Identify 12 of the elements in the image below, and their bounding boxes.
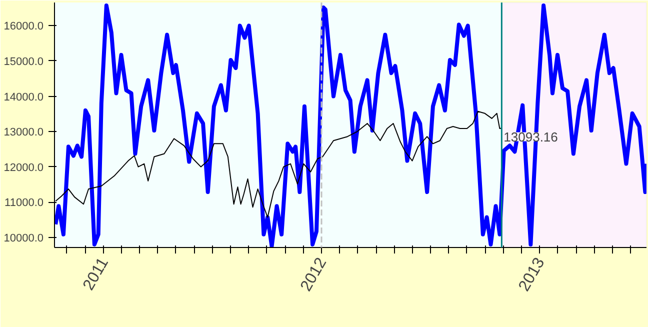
y-tick-label: 10000.0	[4, 232, 44, 244]
x-tick-label: 2012	[298, 254, 330, 294]
y-tick-label: 16000.0	[4, 20, 44, 33]
y-tick-label: 12000.0	[4, 162, 44, 174]
y-tick-label: 11000.0	[4, 197, 44, 210]
y-tick-label: 13000.0	[4, 126, 44, 139]
x-tick-label: 2011	[80, 254, 112, 294]
line-series	[54, 4, 646, 248]
y-tick-label: 14000.0	[4, 91, 44, 104]
x-tick-label: 2013	[516, 254, 548, 294]
y-tick-label: 15000.0	[4, 56, 44, 68]
annotation: 13093.16	[504, 129, 558, 144]
